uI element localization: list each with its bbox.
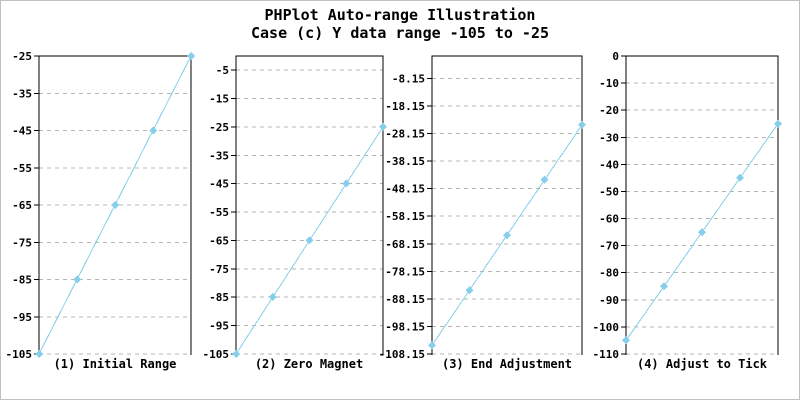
data-point-marker <box>503 231 511 240</box>
chart-title: PHPlot Auto-range Illustration <box>264 6 536 24</box>
y-tick-label: -55 <box>12 162 32 175</box>
y-tick-label: -40 <box>599 158 619 171</box>
y-tick-label: -5 <box>216 64 229 77</box>
data-point-marker <box>73 275 81 284</box>
y-tick-label: -65 <box>12 199 32 212</box>
data-point-marker <box>268 293 277 302</box>
y-tick-label: -88.15 <box>385 293 425 306</box>
data-point-marker <box>342 179 351 188</box>
y-tick-label: -45 <box>12 125 32 138</box>
panel-caption-3: (3) End Adjustment <box>441 357 573 371</box>
y-tick-label: -38.15 <box>385 155 425 168</box>
y-tick-label: -95 <box>12 311 32 324</box>
y-tick-label: -108.15 <box>379 348 425 361</box>
data-point-marker <box>540 175 549 184</box>
y-tick-label: -110 <box>593 348 620 361</box>
y-tick-label: -105 <box>6 348 33 361</box>
y-tick-label: -35 <box>12 87 32 100</box>
data-point-marker <box>774 119 782 128</box>
y-tick-label: -105 <box>203 348 230 361</box>
plot-border <box>235 55 384 355</box>
panel-caption-2: (2) Zero Magnet <box>254 357 364 371</box>
data-point-marker <box>428 341 436 350</box>
data-point-marker <box>232 350 240 358</box>
y-tick-label: -90 <box>599 294 619 307</box>
data-point-marker <box>35 350 43 358</box>
y-tick-label: -75 <box>12 236 32 249</box>
y-tick-label: -65 <box>209 234 229 247</box>
y-tick-label: -20 <box>599 104 619 117</box>
y-tick-label: -95 <box>209 320 229 333</box>
y-tick-label: -55 <box>209 206 229 219</box>
panel-caption-4: (4) Adjust to Tick <box>636 357 768 371</box>
y-tick-label: -50 <box>599 185 619 198</box>
panel-caption-1: (1) Initial Range <box>53 357 177 371</box>
y-tick-label: -60 <box>599 213 619 226</box>
y-tick-label: -25 <box>209 121 229 134</box>
y-tick-label: -100 <box>593 321 620 334</box>
data-point-marker <box>305 236 314 245</box>
data-point-marker <box>578 120 586 129</box>
y-tick-label: -10 <box>599 77 619 90</box>
data-point-marker <box>111 201 119 209</box>
y-tick-label: -25 <box>12 50 32 63</box>
data-point-marker <box>660 282 668 291</box>
y-tick-label: -48.15 <box>385 183 425 196</box>
data-point-marker <box>465 286 474 295</box>
y-tick-label: -18.15 <box>385 100 425 113</box>
y-tick-label: 0 <box>612 50 619 63</box>
plot-border <box>625 55 779 355</box>
y-tick-label: -58.15 <box>385 210 425 223</box>
y-tick-label: -68.15 <box>385 238 425 251</box>
chart-subtitle: Case (c) Y data range -105 to -25 <box>250 24 549 42</box>
y-tick-label: -15 <box>209 93 229 106</box>
y-tick-label: -8.15 <box>392 72 425 85</box>
y-tick-label: -45 <box>209 178 229 191</box>
y-tick-label: -85 <box>12 274 32 287</box>
y-tick-label: -75 <box>209 263 229 276</box>
y-tick-label: -98.15 <box>385 320 425 333</box>
plot-border <box>431 55 583 355</box>
data-point-marker <box>736 173 744 182</box>
y-tick-label: -80 <box>599 267 619 280</box>
data-point-marker <box>622 336 630 345</box>
y-tick-label: -85 <box>209 291 229 304</box>
plot-border <box>38 55 192 355</box>
data-point-marker <box>149 126 157 135</box>
data-point-marker <box>187 52 195 60</box>
y-tick-label: -30 <box>599 131 619 144</box>
y-tick-label: -35 <box>209 149 229 162</box>
y-tick-label: -78.15 <box>385 265 425 278</box>
data-point-marker <box>379 122 387 131</box>
y-tick-label: -70 <box>599 240 619 253</box>
data-point-marker <box>698 228 706 237</box>
y-tick-label: -28.15 <box>385 128 425 141</box>
